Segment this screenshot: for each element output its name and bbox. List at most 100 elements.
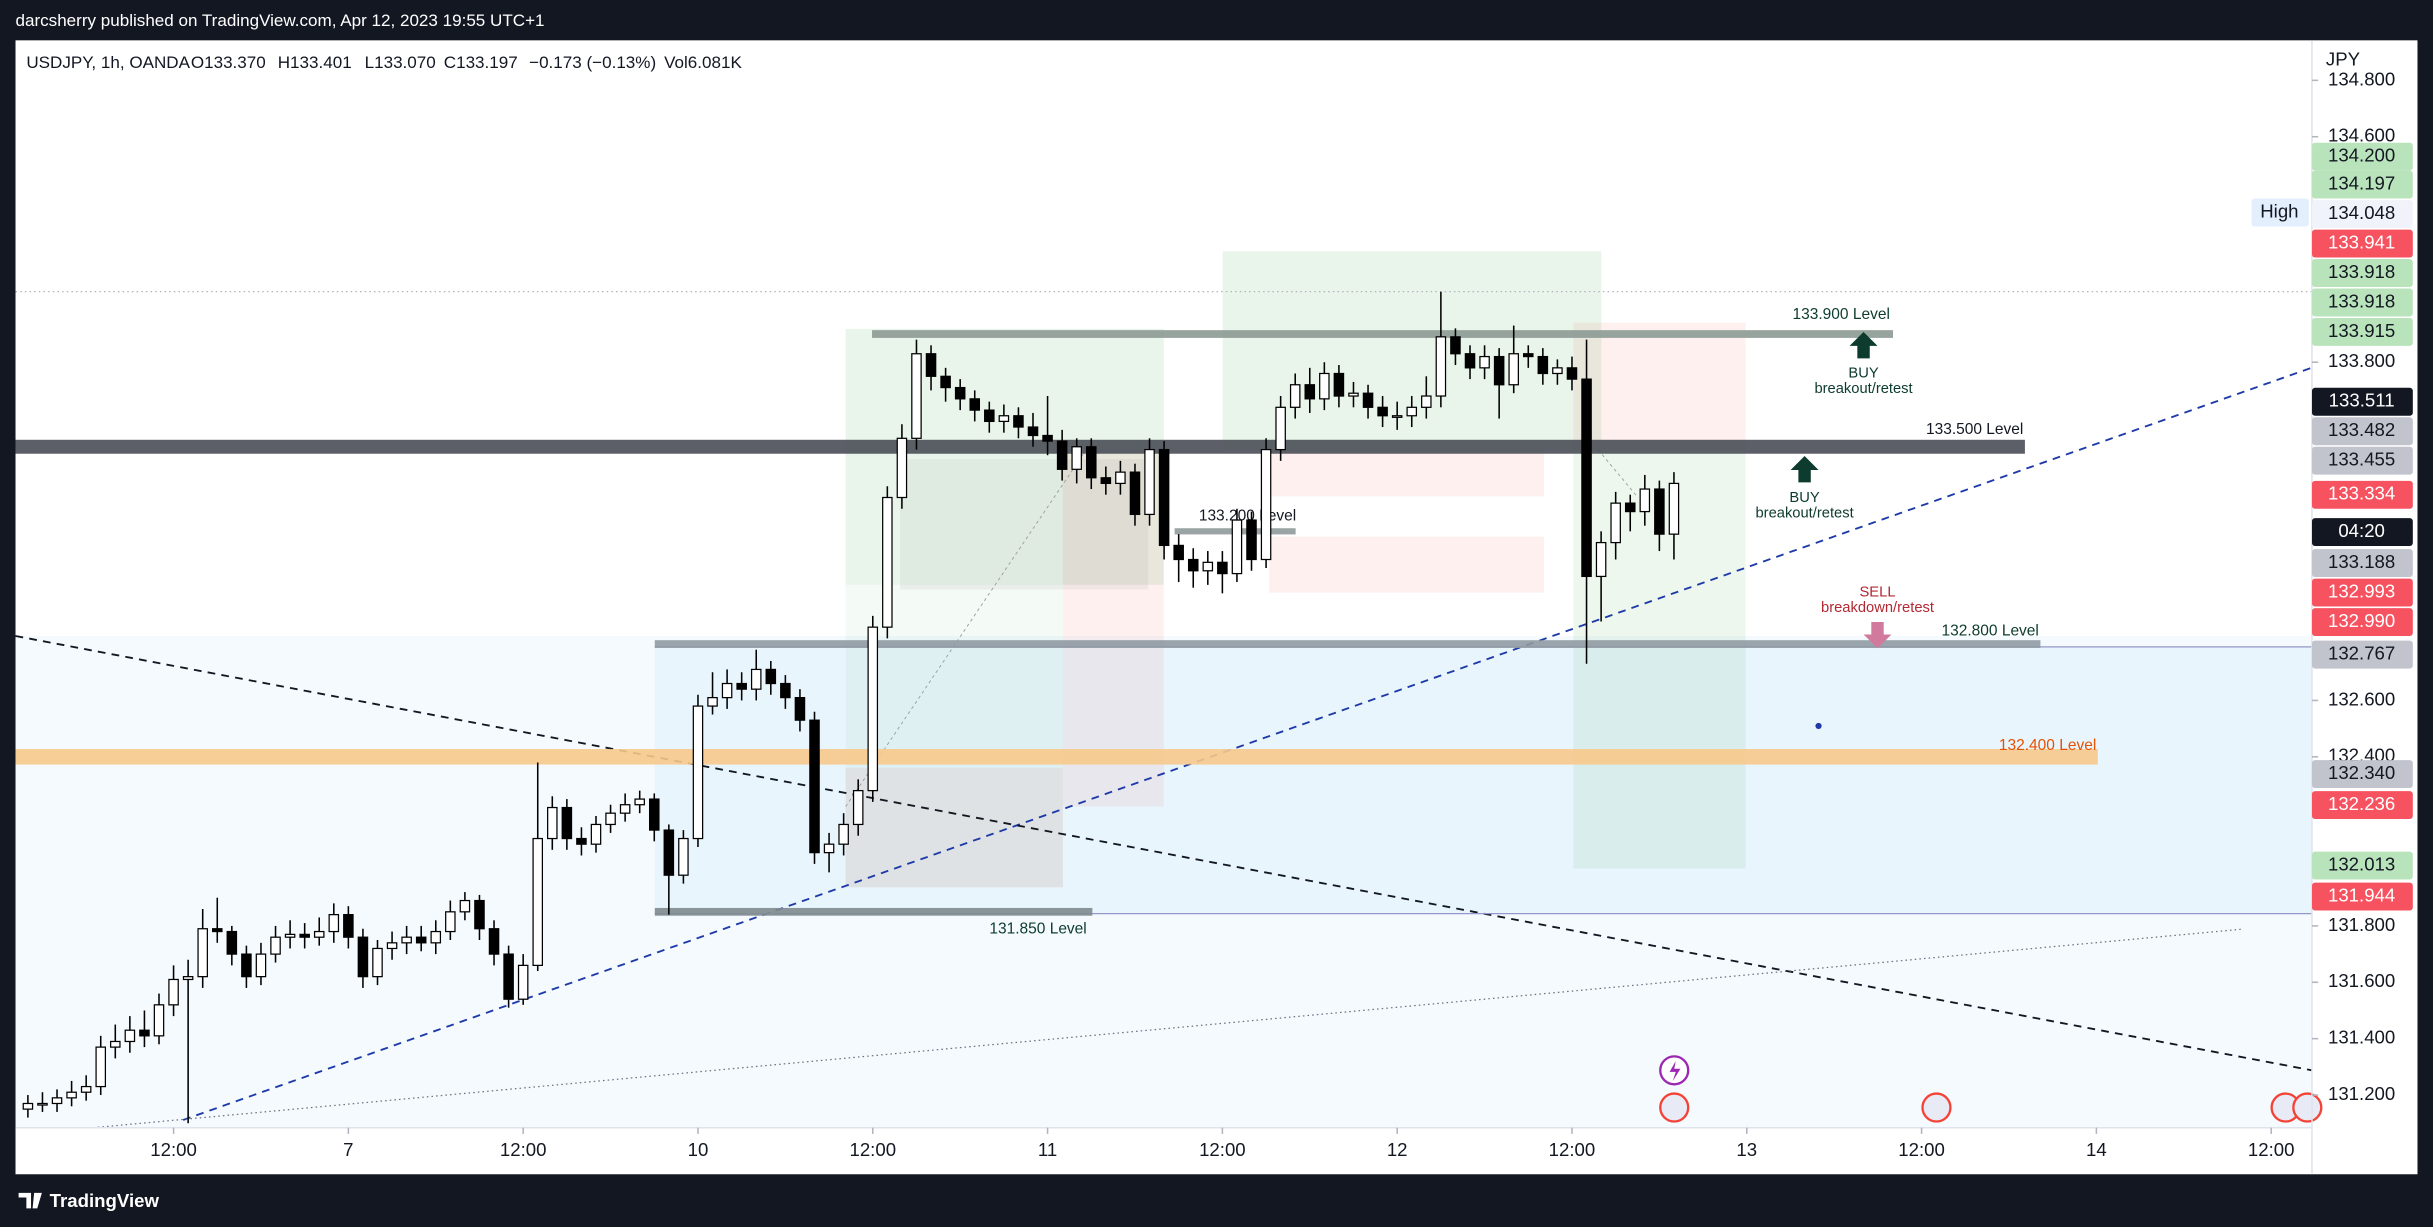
price-tag [2311, 760, 2413, 789]
candle-body [1187, 558, 1199, 572]
brand-logo [18, 1192, 42, 1209]
candle-body [1668, 482, 1680, 535]
price-tag [2311, 259, 2413, 287]
candle-body [692, 705, 704, 840]
chart-pane [15, 40, 2418, 1175]
x-tick-label: 10 [688, 1139, 709, 1160]
loss-zone [1573, 322, 1746, 450]
candle-body [328, 914, 340, 933]
candle-body [1056, 440, 1068, 470]
x-tick-label: 12:00 [849, 1139, 896, 1160]
candle-body [969, 398, 981, 411]
candle-body [998, 415, 1010, 423]
candle-body [182, 976, 194, 981]
profit-zone [845, 584, 1063, 888]
price-tag [2311, 578, 2413, 607]
overlay [1659, 722, 2323, 1123]
level-band [15, 749, 2098, 765]
candle-body [299, 933, 310, 938]
candle-body [1654, 488, 1665, 535]
price-tag-label: 132.990 [2328, 610, 2395, 631]
candle-body [197, 928, 208, 978]
price-tag-label: 133.482 [2328, 419, 2395, 440]
candle-body [343, 914, 354, 938]
candle-body [66, 1091, 77, 1099]
candle-body [1027, 426, 1039, 437]
candle-body [474, 899, 485, 930]
price-tag-label: 133.915 [2328, 320, 2395, 341]
loss-zone [1269, 536, 1544, 593]
candle-body [1595, 541, 1607, 578]
level-label: 132.400 Level [1999, 737, 2096, 754]
candle-body [153, 1004, 165, 1037]
candle-body [22, 1102, 34, 1110]
price-tag-label: 133.511 [2329, 390, 2395, 411]
candle-body [561, 806, 573, 840]
candle-body [95, 1046, 107, 1088]
candle-body [1173, 544, 1184, 561]
level-label: 133.200 Level [1199, 508, 1296, 525]
candle-body [823, 843, 835, 854]
ohlc-label: L133.070 [365, 53, 436, 72]
candle-body [1071, 446, 1082, 470]
annotation: breakout/retest [1755, 505, 1853, 521]
candle-body [386, 942, 398, 950]
candle-body [721, 682, 733, 699]
range-zone [654, 646, 2312, 914]
candle-body [1566, 367, 1578, 380]
price-tag [2311, 387, 2413, 416]
background-tint [15, 635, 2312, 1128]
candle-body [1435, 336, 1447, 397]
event-icon[interactable] [1921, 1092, 1952, 1123]
candle-body [532, 837, 544, 966]
brand[interactable]: TradingView [50, 1190, 160, 1211]
candle-body [241, 953, 252, 978]
price-tag [2311, 142, 2413, 171]
candle-body [576, 837, 587, 845]
y-tick-label: 131.400 [2328, 1027, 2395, 1048]
level-label: 133.900 Level [1793, 306, 1890, 323]
event-icon[interactable] [1659, 1092, 1690, 1123]
candle-body [51, 1097, 63, 1105]
levels: 133.900 Level 133.500 Level 132.800 Level 1… [15, 306, 2098, 937]
candle-body [1450, 336, 1461, 355]
candle-body [911, 353, 922, 439]
candle-body [984, 409, 995, 423]
candle-body [1523, 353, 1534, 358]
candle-body [110, 1040, 121, 1048]
price-tag-label: 133.918 [2328, 290, 2395, 311]
ohlc-label: O133.370 [191, 53, 266, 72]
price-tag [2311, 480, 2413, 509]
price-tag [2311, 791, 2413, 820]
candle-body [1319, 372, 1330, 400]
volume: Vol6.081K [664, 53, 742, 72]
y-tick-label: 132.600 [2328, 688, 2395, 709]
price-tag-label: 132.013 [2328, 853, 2395, 874]
candle-body [1246, 519, 1257, 561]
loss-zone [1269, 449, 1544, 497]
candle-body [1479, 355, 1490, 369]
candle-body [954, 386, 966, 400]
currency: JPY [2326, 48, 2360, 69]
price-tag-label: 133.334 [2328, 483, 2395, 504]
publisher: darcsherry published on TradingView.com,… [16, 11, 545, 30]
candle-body [37, 1102, 48, 1106]
candle-body [168, 978, 179, 1006]
level-label: 132.800 Level [1941, 622, 2038, 639]
y-tick-label: 131.200 [2328, 1083, 2395, 1104]
level-band [654, 907, 1093, 916]
x-tick-label: 13 [1736, 1139, 1757, 1160]
candle-body [882, 496, 893, 628]
candle-body [357, 936, 369, 978]
candle-body [590, 823, 602, 845]
price-tag-label: 134.048 [2328, 202, 2395, 223]
price-tag-label: 132.340 [2328, 762, 2395, 783]
candle-body [284, 933, 296, 938]
level-label: 131.850 Level [989, 920, 1086, 937]
candle-body [1115, 471, 1126, 485]
event-icon[interactable] [2292, 1092, 2323, 1123]
price-tag-label: 131.944 [2328, 885, 2395, 906]
annotation: breakdown/retest [1821, 600, 1934, 616]
price-tag [2311, 882, 2413, 911]
ohlc-label: H133.401 [278, 53, 352, 72]
